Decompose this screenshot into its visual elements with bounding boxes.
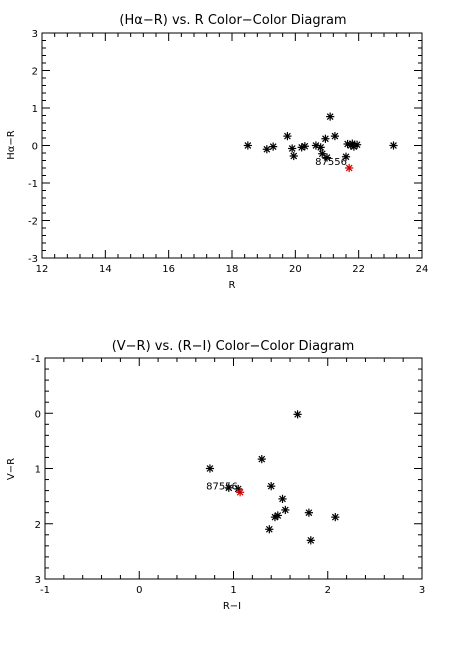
data-point [321, 134, 330, 143]
x-tick-label: 24 [416, 264, 429, 275]
data-point [269, 142, 278, 151]
data-point [283, 132, 292, 141]
x-tick-label: 2 [325, 585, 331, 596]
data-point [341, 152, 351, 161]
data-point [304, 508, 313, 517]
y-ticks: -3 -2 -1 0 1 2 3 [28, 29, 422, 265]
y-tick-label: 1 [32, 104, 38, 115]
y-tick-label: 2 [32, 67, 38, 78]
data-point [243, 141, 252, 150]
data-point [326, 112, 335, 121]
highlight-label: 87556 [206, 481, 238, 492]
data-point [331, 513, 340, 522]
y-tick-label: -1 [31, 354, 41, 365]
x-tick-label: 0 [136, 585, 142, 596]
x-tick-label: 1 [230, 585, 236, 596]
y-tick-label: 3 [35, 575, 41, 586]
data-point [224, 483, 233, 492]
plot-frame [44, 357, 423, 580]
data-point [205, 464, 215, 473]
x-tick-label: 12 [36, 264, 49, 275]
x-tick-label: 14 [99, 264, 112, 275]
data-points: 87556 [205, 410, 340, 545]
y-tick-label: 0 [32, 142, 38, 153]
highlighted-data-point [235, 488, 245, 497]
data-point [262, 145, 271, 154]
data-point [288, 144, 297, 153]
y-tick-label: 1 [35, 465, 41, 476]
x-tick-label: 22 [352, 264, 365, 275]
x-tick-label: 16 [162, 264, 175, 275]
highlight-label: 87556 [315, 157, 347, 168]
data-point [318, 149, 327, 158]
y-tick-label: -3 [28, 254, 38, 265]
y-axis-label: Hα−R [6, 130, 17, 159]
highlighted-data-point [345, 163, 354, 173]
data-point [267, 482, 276, 491]
data-point [352, 140, 362, 149]
x-ticks: -1 0 1 2 3 [40, 358, 425, 596]
plot-halpha-vs-r: (Hα−R) vs. R Color−Color Diagram 12 14 16 1… [6, 13, 428, 291]
data-point [330, 132, 340, 141]
y-tick-label: -1 [28, 179, 38, 190]
data-point [278, 494, 287, 503]
y-axis-label: V−R [6, 458, 17, 480]
data-point [293, 410, 302, 419]
x-tick-label: 3 [419, 585, 425, 596]
data-point [265, 525, 274, 534]
data-points: 87556 [243, 112, 398, 173]
data-point [257, 455, 266, 464]
data-point [322, 153, 332, 162]
y-tick-label: 2 [35, 520, 41, 531]
data-point [316, 143, 325, 152]
data-point [273, 511, 282, 520]
data-point [281, 505, 290, 515]
x-tick-label: 20 [289, 264, 302, 275]
data-point [289, 151, 298, 161]
data-point [389, 141, 398, 150]
x-axis-label: R [229, 280, 236, 291]
plot-frame [41, 32, 423, 259]
y-tick-label: 3 [32, 29, 38, 40]
plot-title: (Hα−R) vs. R Color−Color Diagram [119, 13, 346, 28]
y-ticks: -1 0 1 2 3 [31, 354, 422, 586]
plot-vr-vs-ri: (V−R) vs. (R−I) Color−Color Diagram -1 0 1… [6, 339, 425, 612]
x-tick-label: -1 [40, 585, 50, 596]
data-point [306, 536, 315, 545]
y-tick-label: 0 [35, 409, 41, 420]
x-tick-label: 18 [226, 264, 239, 275]
y-tick-label: -2 [28, 217, 38, 228]
plot-title: (V−R) vs. (R−I) Color−Color Diagram [112, 339, 355, 354]
x-ticks: 12 14 16 18 20 22 24 [36, 33, 429, 275]
x-axis-label: R−I [223, 601, 241, 612]
data-point [300, 142, 309, 151]
